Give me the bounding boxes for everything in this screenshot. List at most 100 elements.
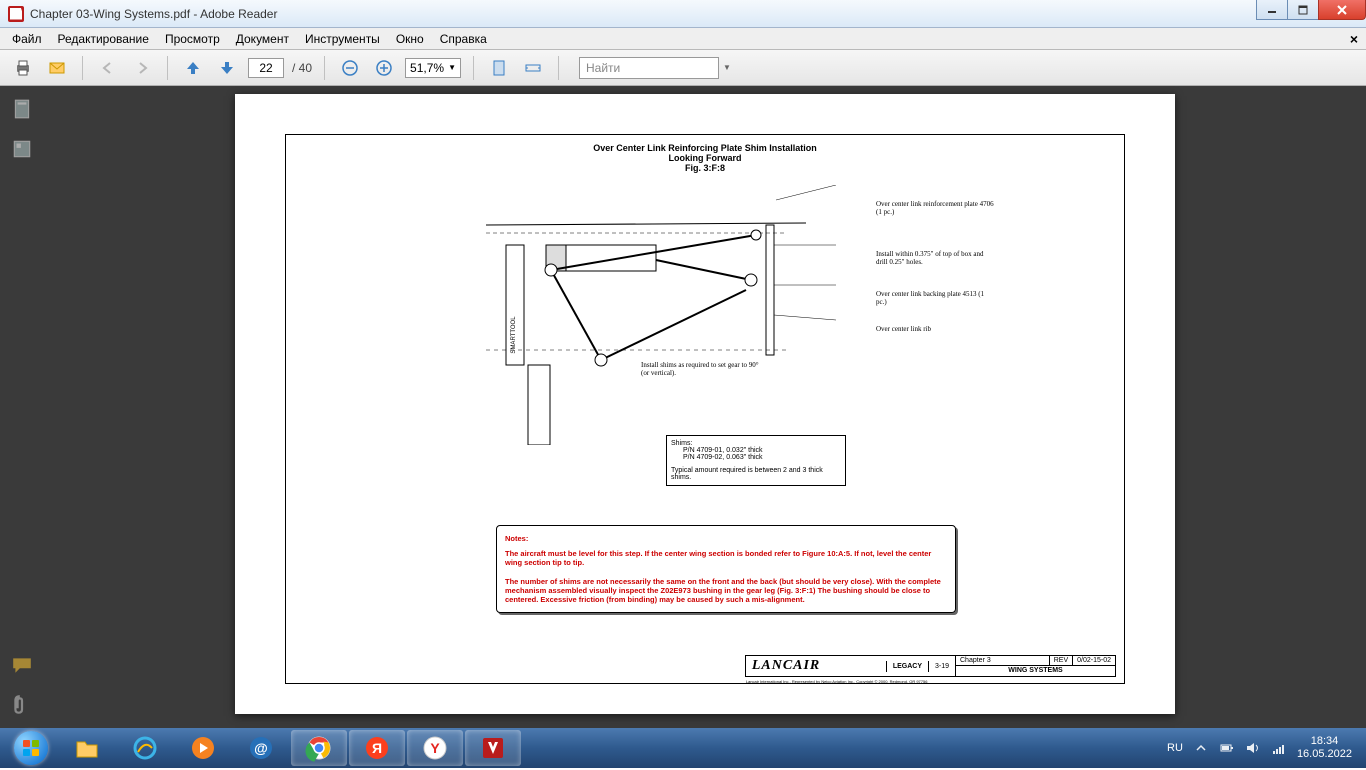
maximize-icon [1298, 5, 1308, 15]
footer-page: 3-19 [928, 661, 955, 672]
fit-page-button[interactable] [486, 55, 512, 81]
yandex-browser-icon: Y [421, 734, 449, 762]
separator [324, 56, 325, 80]
print-button[interactable] [10, 55, 36, 81]
window-title: Chapter 03-Wing Systems.pdf - Adobe Read… [30, 7, 277, 21]
annotation-3: Over center link backing plate 4513 (1 p… [876, 290, 996, 306]
task-mail[interactable]: @ [233, 730, 289, 766]
shims-box: Shims: P/N 4709-01, 0.032" thick P/N 470… [666, 435, 846, 486]
tray-time: 18:34 [1297, 735, 1352, 748]
zoom-value: 51,7% [410, 61, 444, 75]
separator [167, 56, 168, 80]
wmp-icon [189, 734, 217, 762]
search-placeholder: Найти [586, 61, 620, 75]
menu-window[interactable]: Окно [388, 30, 432, 48]
search-input[interactable]: Найти [579, 57, 719, 79]
side-panel [0, 86, 44, 728]
figure-title-line1: Over Center Link Reinforcing Plate Shim … [286, 143, 1124, 153]
shims-line2: P/N 4709-02, 0.063" thick [671, 454, 841, 461]
notes-p1: The aircraft must be level for this step… [505, 549, 947, 567]
footer-chapter: Chapter 3 [956, 656, 1049, 665]
menu-document[interactable]: Документ [228, 30, 297, 48]
technical-diagram: SMARTTOOL [486, 185, 866, 445]
figure-title: Over Center Link Reinforcing Plate Shim … [286, 143, 1124, 173]
tray-battery-icon[interactable] [1219, 740, 1235, 756]
task-adobe[interactable] [465, 730, 521, 766]
document-viewer: Over Center Link Reinforcing Plate Shim … [0, 86, 1366, 728]
page-down-button[interactable] [214, 55, 240, 81]
menu-file[interactable]: Файл [4, 30, 50, 48]
system-tray: RU 18:34 16.05.2022 [1167, 735, 1362, 761]
page-total-label: / 40 [292, 61, 312, 75]
page-border: Over Center Link Reinforcing Plate Shim … [285, 134, 1125, 684]
footer-rev-date: 0/02-15-02 [1072, 656, 1115, 665]
figure-title-line3: Fig. 3:F:8 [286, 163, 1124, 173]
task-yandex2[interactable]: Y [407, 730, 463, 766]
fit-width-button[interactable] [520, 55, 546, 81]
annotation-5: Install shims as required to set gear to… [641, 361, 761, 377]
task-ie[interactable] [117, 730, 173, 766]
start-button[interactable] [4, 729, 58, 767]
shims-title: Shims: [671, 440, 841, 447]
window-controls [1257, 0, 1366, 20]
pdf-icon [8, 6, 24, 22]
task-explorer[interactable] [59, 730, 115, 766]
zoom-in-button[interactable] [371, 55, 397, 81]
notes-box: Notes: The aircraft must be level for th… [496, 525, 956, 613]
page-number-input[interactable] [248, 58, 284, 78]
maximize-button[interactable] [1287, 0, 1319, 20]
zoom-level-field[interactable]: 51,7%▼ [405, 58, 461, 78]
notes-p2: The number of shims are not necessarily … [505, 577, 947, 604]
document-close-button[interactable]: × [1350, 31, 1358, 47]
arrow-down-icon [218, 59, 236, 77]
menu-edit[interactable]: Редактирование [50, 30, 157, 48]
tray-clock[interactable]: 18:34 16.05.2022 [1297, 735, 1352, 761]
page-up-button[interactable] [180, 55, 206, 81]
task-wmp[interactable] [175, 730, 231, 766]
prev-view-icon [100, 60, 116, 76]
task-yandex1[interactable]: Я [349, 730, 405, 766]
pages-panel-icon[interactable] [11, 98, 33, 120]
pdf-page: Over Center Link Reinforcing Plate Shim … [235, 94, 1175, 714]
shims-line1: P/N 4709-01, 0.032" thick [671, 447, 841, 454]
taskbar: @ Я Y RU 18:34 16.05.2022 [0, 728, 1366, 768]
minimize-button[interactable] [1256, 0, 1288, 20]
bookmarks-panel-icon[interactable] [11, 138, 33, 160]
email-icon [48, 59, 66, 77]
fit-page-icon [490, 59, 508, 77]
mail-icon: @ [247, 734, 275, 762]
next-view-button[interactable] [129, 55, 155, 81]
shims-line3: Typical amount required is between 2 and… [671, 467, 841, 481]
menu-tools[interactable]: Инструменты [297, 30, 388, 48]
attachments-panel-icon[interactable] [11, 694, 33, 716]
windows-orb-icon [14, 731, 48, 765]
tray-volume-icon[interactable] [1245, 740, 1261, 756]
page-footer: LANCAIR Lancair International Inc., Repr… [745, 655, 1116, 677]
document-area[interactable]: Over Center Link Reinforcing Plate Shim … [44, 86, 1366, 728]
menu-bar: Файл Редактирование Просмотр Документ Ин… [0, 28, 1366, 50]
separator [473, 56, 474, 80]
footer-brand: LANCAIR [752, 658, 880, 674]
annotation-2: Install within 0.375" of top of box and … [876, 250, 996, 266]
tray-up-icon[interactable] [1193, 740, 1209, 756]
tray-date: 16.05.2022 [1297, 748, 1352, 761]
yandex-icon: Я [363, 734, 391, 762]
fit-width-icon [524, 59, 542, 77]
prev-view-button[interactable] [95, 55, 121, 81]
task-chrome[interactable] [291, 730, 347, 766]
figure-title-line2: Looking Forward [286, 153, 1124, 163]
footer-subtext: Lancair International Inc., Represented … [746, 679, 946, 684]
email-button[interactable] [44, 55, 70, 81]
tray-network-icon[interactable] [1271, 740, 1287, 756]
adobe-reader-icon [479, 734, 507, 762]
zoom-out-button[interactable] [337, 55, 363, 81]
tray-language[interactable]: RU [1167, 742, 1183, 754]
svg-text:@: @ [254, 740, 268, 756]
comments-panel-icon[interactable] [11, 654, 33, 676]
minimize-icon [1267, 5, 1277, 15]
close-button[interactable] [1318, 0, 1366, 20]
arrow-up-icon [184, 59, 202, 77]
svg-text:Y: Y [430, 740, 440, 756]
menu-view[interactable]: Просмотр [157, 30, 228, 48]
menu-help[interactable]: Справка [432, 30, 495, 48]
